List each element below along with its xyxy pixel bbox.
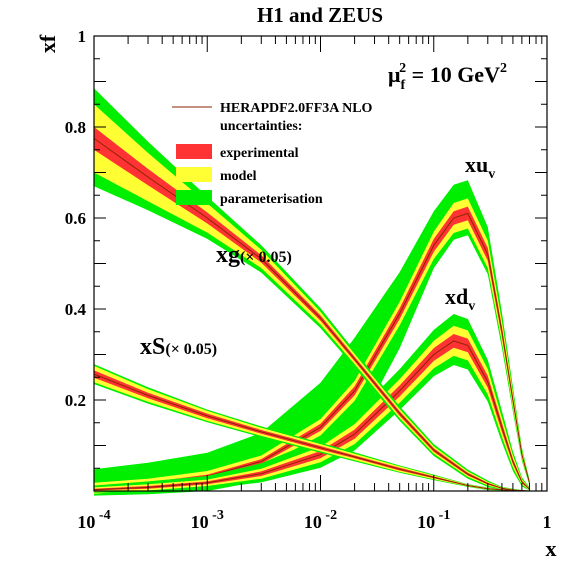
y-tick-label-top: 1 xyxy=(78,27,87,46)
annotation-xs-main: xS xyxy=(140,334,165,360)
x-tick-exponent: -2 xyxy=(322,508,337,523)
y-tick-label: 0.6 xyxy=(65,209,86,228)
scale-label-sub: f xyxy=(400,78,405,93)
scale-label-unit-sup: 2 xyxy=(500,61,507,76)
x-tick-label: 10 -1 xyxy=(417,508,450,532)
legend-swatch-model xyxy=(176,167,212,182)
x-tick-base: 10 xyxy=(417,512,435,532)
x-tick-exponent: -4 xyxy=(95,508,110,523)
y-tick-label: 0.2 xyxy=(65,391,86,410)
annotation-xs-extra: (× 0.05) xyxy=(165,341,217,358)
chart-title: H1 and ZEUS xyxy=(257,3,383,27)
x-tick-exponent: -3 xyxy=(209,508,224,523)
x-axis-label: x xyxy=(546,536,557,561)
annotation-xuv: xuv xyxy=(465,152,495,182)
central-line-xs-0-05 xyxy=(93,373,530,492)
central-line-xd-v xyxy=(93,340,530,491)
annotation-xdv: xdv xyxy=(445,284,475,314)
annotation-xs: xS(× 0.05) xyxy=(140,334,217,360)
band-experimental-xu-v xyxy=(94,206,530,491)
x-tick-base: 10 xyxy=(77,512,95,532)
x-tick-base: 10 xyxy=(304,512,322,532)
annotation-xg-extra: (× 0.05) xyxy=(240,249,292,266)
x-tick-label: 10 -3 xyxy=(191,508,224,532)
legend-label-parameterisation: parameterisation xyxy=(220,192,323,207)
legend-swatch-experimental xyxy=(176,144,212,159)
x-tick-base: 1 xyxy=(543,512,552,532)
scale-label-eq: = 10 GeV xyxy=(406,62,500,87)
x-tick-label: 10 -2 xyxy=(304,508,337,532)
annotation-xg-main: xg xyxy=(216,242,240,268)
annotation-xdv-main: xd xyxy=(445,284,468,309)
legend-swatch-parameterisation xyxy=(176,190,212,205)
legend-label-model: model xyxy=(220,169,257,184)
x-tick-exponent: -1 xyxy=(435,508,450,523)
legend-label-experimental: experimental xyxy=(220,146,299,161)
y-axis-label: xf xyxy=(35,34,60,53)
annotation-xuv-sub: v xyxy=(488,167,495,182)
y-tick-label: 0.4 xyxy=(65,300,87,319)
legend-header: uncertainties: xyxy=(220,119,302,134)
x-tick-label: 1 xyxy=(543,512,552,532)
legend-central-line-label: HERAPDF2.0FF3A NLO xyxy=(220,101,373,116)
legend: HERAPDF2.0FF3A NLO uncertainties: experi… xyxy=(172,101,373,207)
x-tick-label: 10 -4 xyxy=(77,508,110,532)
annotation-xg: xg(× 0.05) xyxy=(216,242,292,268)
band-experimental-xd-v xyxy=(94,334,530,491)
annotation-xuv-main: xu xyxy=(465,152,488,177)
annotation-xdv-sub: v xyxy=(468,299,475,314)
y-tick-label: 0.8 xyxy=(65,118,86,137)
scale-label: μf 2 = 10 GeV2 xyxy=(388,61,507,93)
central-line-xu-v xyxy=(93,212,530,489)
x-tick-base: 10 xyxy=(191,512,209,532)
scale-label-mu: μ xyxy=(388,62,401,87)
scale-label-sup: 2 xyxy=(399,61,406,76)
